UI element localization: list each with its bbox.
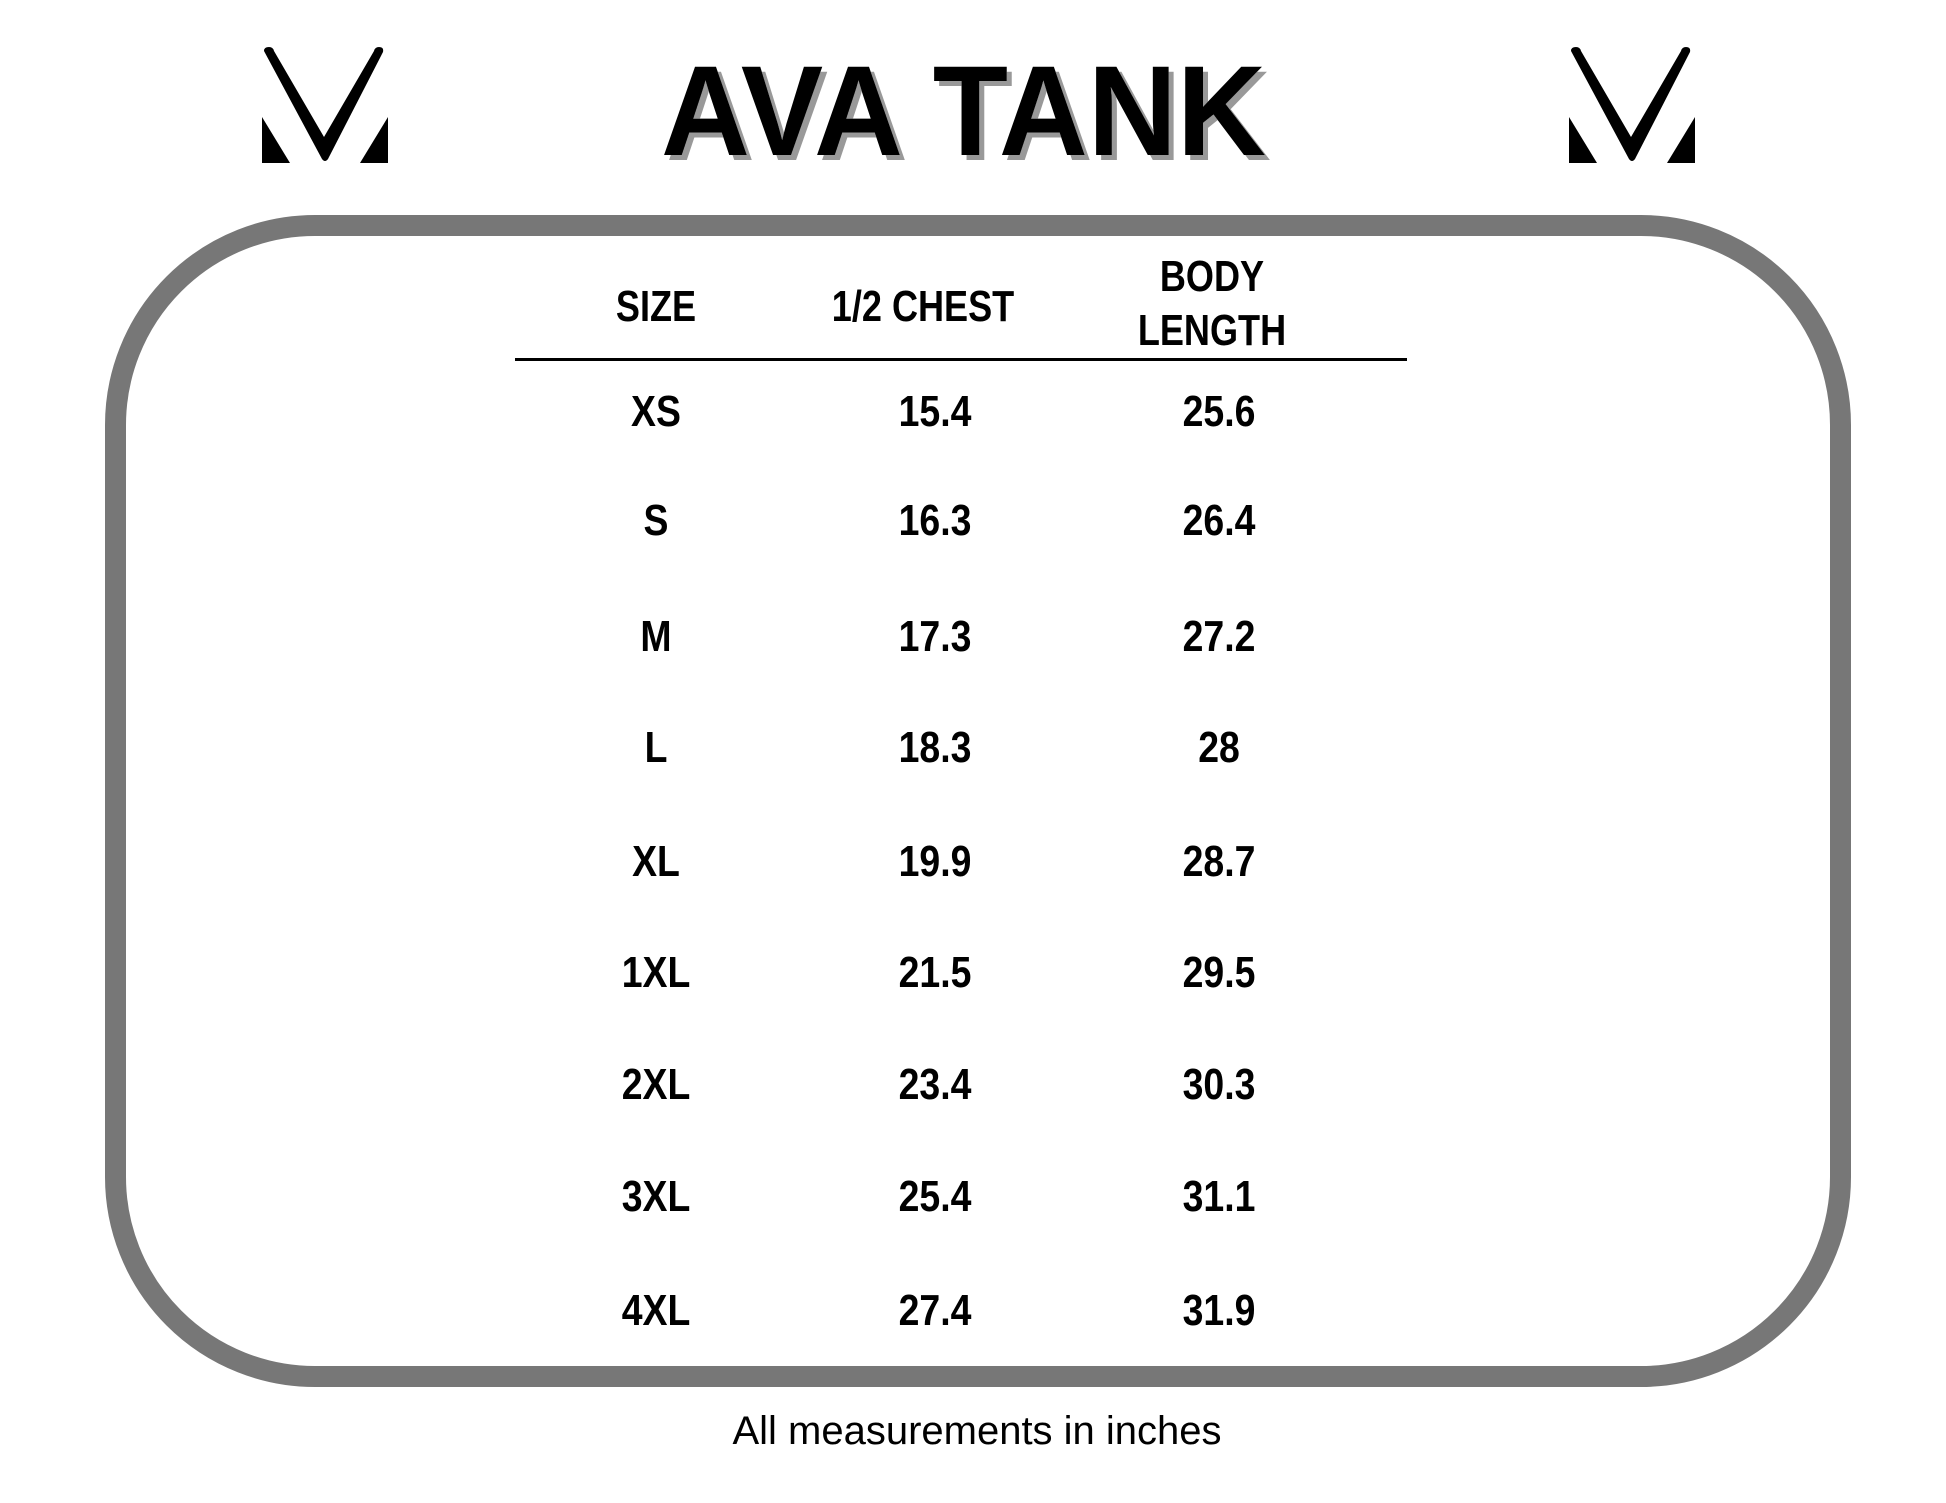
cell-chest: 25.4 — [898, 1172, 972, 1221]
cell-chest: 23.4 — [898, 1060, 972, 1109]
cell-size: 2XL — [621, 1060, 691, 1109]
cell-body: 31.1 — [1182, 1172, 1256, 1221]
brand-logo-right — [1569, 47, 1695, 163]
cell-body: 26.4 — [1182, 496, 1256, 545]
cell-body: 27.2 — [1182, 612, 1256, 661]
cell-size: M — [640, 612, 672, 661]
header-divider — [515, 358, 1407, 361]
cell-size: XL — [632, 837, 680, 886]
cell-body: 31.9 — [1182, 1286, 1256, 1335]
size-chart-frame — [105, 215, 1851, 1387]
cell-body: 25.6 — [1182, 387, 1256, 436]
cell-chest: 15.4 — [898, 387, 972, 436]
cell-size: 3XL — [621, 1172, 691, 1221]
cell-chest: 27.4 — [898, 1286, 972, 1335]
page-title: AVA TANK — [661, 40, 1266, 183]
cell-chest: 19.9 — [898, 837, 972, 886]
footer-note: All measurements in inches — [732, 1409, 1222, 1453]
title-text: AVA TANK — [661, 40, 1266, 183]
cell-chest: 16.3 — [898, 496, 972, 545]
cell-body: 28 — [1198, 723, 1240, 772]
cell-chest: 21.5 — [898, 948, 972, 997]
brand-logo-left — [262, 47, 388, 163]
cell-size: XS — [631, 387, 681, 436]
cell-body: 28.7 — [1182, 837, 1256, 886]
cell-body: 30.3 — [1182, 1060, 1256, 1109]
cell-size: S — [643, 496, 669, 545]
header-size: SIZE — [615, 282, 697, 331]
cell-size: 1XL — [621, 948, 691, 997]
header-length: LENGTH — [1137, 306, 1287, 355]
cell-chest: 18.3 — [898, 723, 972, 772]
cell-size: 4XL — [621, 1286, 691, 1335]
cell-size: L — [644, 723, 668, 772]
cell-chest: 17.3 — [898, 612, 972, 661]
header-chest: 1/2 CHEST — [831, 282, 1015, 331]
cell-body: 29.5 — [1182, 948, 1256, 997]
header-body: BODY — [1159, 252, 1265, 301]
